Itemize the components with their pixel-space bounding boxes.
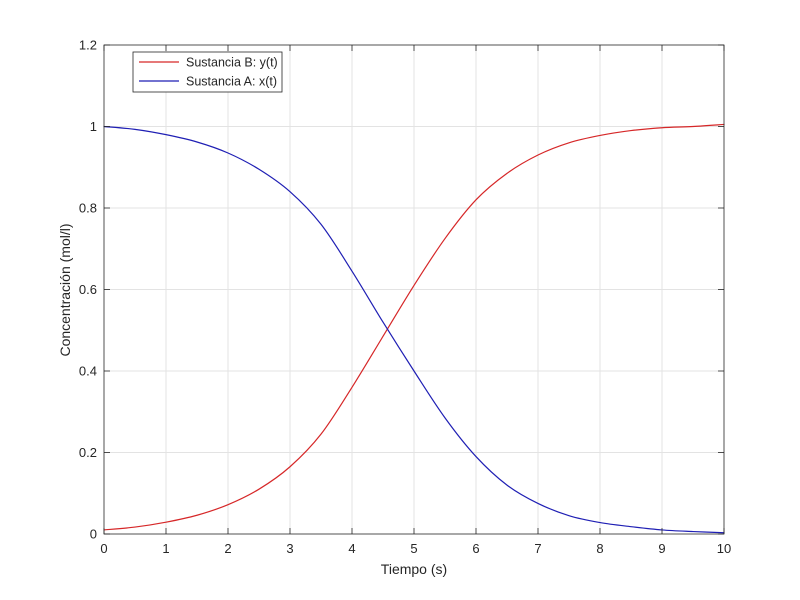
- y-tick-label: 1.2: [79, 38, 97, 53]
- legend-label-sustancia-a: Sustancia A: x(t): [186, 75, 277, 89]
- legend: Sustancia B: y(t) Sustancia A: x(t): [132, 51, 283, 93]
- y-tick-label: 0.4: [79, 364, 97, 379]
- x-axis-label: Tiempo (s): [381, 561, 447, 577]
- y-tick-label: 0: [90, 527, 97, 542]
- x-tick-label: 0: [100, 541, 107, 556]
- x-tick-label: 8: [596, 541, 603, 556]
- x-tick-label: 7: [534, 541, 541, 556]
- y-tick-label: 0.8: [79, 201, 97, 216]
- x-tick-label: 3: [286, 541, 293, 556]
- x-tick-label: 4: [348, 541, 355, 556]
- legend-box: [132, 51, 283, 93]
- series-layer: [103, 123, 725, 534]
- x-tick-label: 6: [472, 541, 479, 556]
- series-line-sustancia-a: [103, 125, 725, 534]
- series-line-sustancia-b: [103, 123, 725, 531]
- x-tick-label: 2: [224, 541, 231, 556]
- y-tick-label: 0.2: [79, 445, 97, 460]
- x-tick-label: 9: [658, 541, 665, 556]
- axis-ticks: [103, 44, 725, 535]
- tick-labels: 0 1 2 3 4 5 6 7 8 9 10 0 0.2 0.4 0.6 0.8 1 1.2: [79, 38, 731, 557]
- x-tick-label: 10: [717, 541, 731, 556]
- legend-label-sustancia-b: Sustancia B: y(t): [186, 56, 278, 70]
- y-tick-label: 1: [90, 119, 97, 134]
- x-tick-label: 5: [410, 541, 417, 556]
- x-tick-label: 1: [162, 541, 169, 556]
- y-axis-label: Concentración (mol/l): [57, 223, 73, 356]
- y-tick-label: 0.6: [79, 282, 97, 297]
